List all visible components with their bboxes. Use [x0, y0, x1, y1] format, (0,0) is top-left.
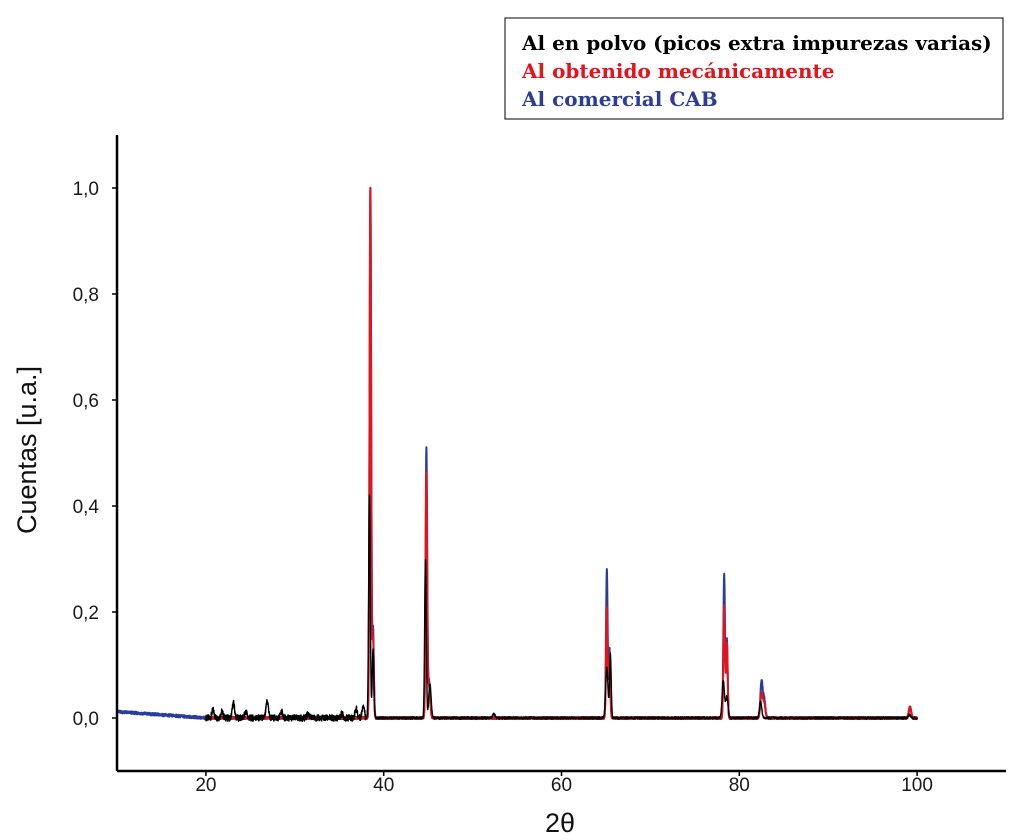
series-layer — [116, 186, 919, 722]
x-tick-label: 80 — [729, 775, 750, 796]
axes — [115, 135, 1006, 773]
x-tick-label: 40 — [373, 775, 394, 796]
legend-entry-al-obtenido: Al obtenido mecánicamente — [521, 59, 834, 83]
legend: Al en polvo (picos extra impurezas varia… — [504, 17, 1004, 120]
y-ticks: 0,0 0,2 0,4 0,6 0,8 1,0 — [73, 179, 117, 730]
x-tick-label: 60 — [551, 775, 572, 796]
x-axis-title: 2θ — [545, 808, 575, 838]
legend-entry-al-en-polvo: Al en polvo (picos extra impurezas varia… — [521, 31, 992, 55]
y-tick-label: 0,4 — [73, 497, 100, 518]
series-al-en-polvo — [205, 494, 918, 722]
y-tick-label: 1,0 — [73, 179, 99, 200]
x-ticks: 20 40 60 80 100 — [195, 771, 933, 796]
y-tick-label: 0,8 — [73, 285, 99, 306]
y-tick-label: 0,0 — [73, 709, 99, 730]
x-tick-label: 100 — [901, 775, 933, 796]
legend-box — [504, 17, 1004, 120]
legend-entry-al-comercial: Al comercial CAB — [521, 87, 718, 111]
y-tick-label: 0,2 — [73, 603, 99, 624]
y-axis-title: Cuentas [u.a.] — [12, 366, 42, 534]
y-tick-label: 0,6 — [73, 391, 99, 412]
x-tick-label: 20 — [195, 775, 216, 796]
series-al-obtenido — [204, 186, 919, 721]
series-al-comercial — [116, 187, 918, 721]
